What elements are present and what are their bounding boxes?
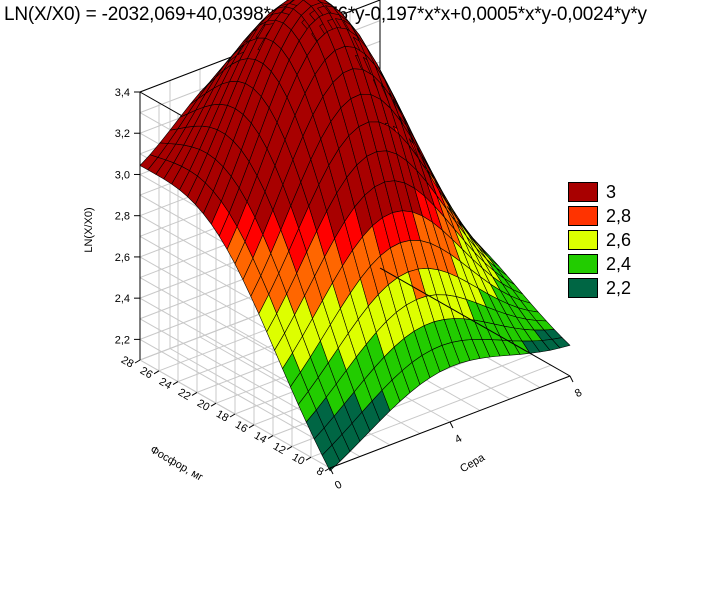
y-tick-label: 8 <box>314 465 325 478</box>
y-tick-label: 18 <box>214 408 231 425</box>
y-tick-mark <box>210 402 217 407</box>
y-tick-label: 20 <box>195 397 212 414</box>
y-tick-mark <box>229 413 236 418</box>
y-tick-label: 26 <box>138 365 155 382</box>
y-tick-mark <box>153 370 160 375</box>
legend-swatch <box>568 182 598 202</box>
z-tick-label: 2,8 <box>115 211 130 223</box>
legend-swatch <box>568 230 598 250</box>
z-axis-label: LN(X/X0) <box>83 207 95 252</box>
legend-label: 3 <box>606 181 617 202</box>
legend-swatch <box>568 278 598 298</box>
y-tick-label: 28 <box>119 354 136 371</box>
x-tick-mark <box>569 375 574 383</box>
y-tick-mark <box>172 381 179 386</box>
x-tick-label: 4 <box>453 433 464 446</box>
y-tick-mark <box>305 456 312 461</box>
legend-label: 2,8 <box>606 205 632 226</box>
x-axis-label: Сера <box>458 451 488 475</box>
x-tick-mark <box>449 421 454 429</box>
legend-swatch <box>568 206 598 226</box>
z-tick-label: 3,0 <box>115 169 130 181</box>
y-tick-label: 14 <box>252 430 269 447</box>
legend-swatch <box>568 254 598 274</box>
z-tick-label: 2,6 <box>115 252 130 264</box>
legend-item: 2,8 <box>568 204 631 228</box>
z-tick-label: 3,2 <box>115 128 130 140</box>
y-axis-label: Фосфор, мг <box>148 444 205 484</box>
x-tick-mark <box>329 467 334 475</box>
y-tick-label: 10 <box>290 451 307 468</box>
response-surface <box>139 0 571 472</box>
y-tick-mark <box>267 435 274 440</box>
x-tick-label: 0 <box>333 479 344 492</box>
axis-edge <box>379 267 571 377</box>
x-tick-label: 8 <box>573 387 584 400</box>
y-tick-mark <box>191 391 198 396</box>
y-tick-label: 16 <box>233 419 250 436</box>
legend-item: 2,2 <box>568 276 631 300</box>
legend: 3 2,8 2,6 2,4 2,2 <box>568 180 631 300</box>
y-tick-mark <box>248 424 255 429</box>
legend-label: 2,4 <box>606 253 632 274</box>
legend-item: 2,4 <box>568 252 631 276</box>
y-tick-label: 12 <box>271 440 288 457</box>
y-tick-mark <box>134 359 141 364</box>
y-tick-mark <box>324 467 331 472</box>
z-tick-label: 3,4 <box>115 87 130 99</box>
surface-cell <box>551 337 571 349</box>
z-tick-label: 2,4 <box>115 293 130 305</box>
y-tick-mark <box>286 445 293 450</box>
y-tick-label: 24 <box>157 376 174 393</box>
legend-item: 3 <box>568 180 631 204</box>
legend-item: 2,6 <box>568 228 631 252</box>
z-tick-label: 2,2 <box>115 334 130 346</box>
legend-label: 2,6 <box>606 229 632 250</box>
legend-label: 2,2 <box>606 277 632 298</box>
y-tick-label: 22 <box>176 386 193 403</box>
